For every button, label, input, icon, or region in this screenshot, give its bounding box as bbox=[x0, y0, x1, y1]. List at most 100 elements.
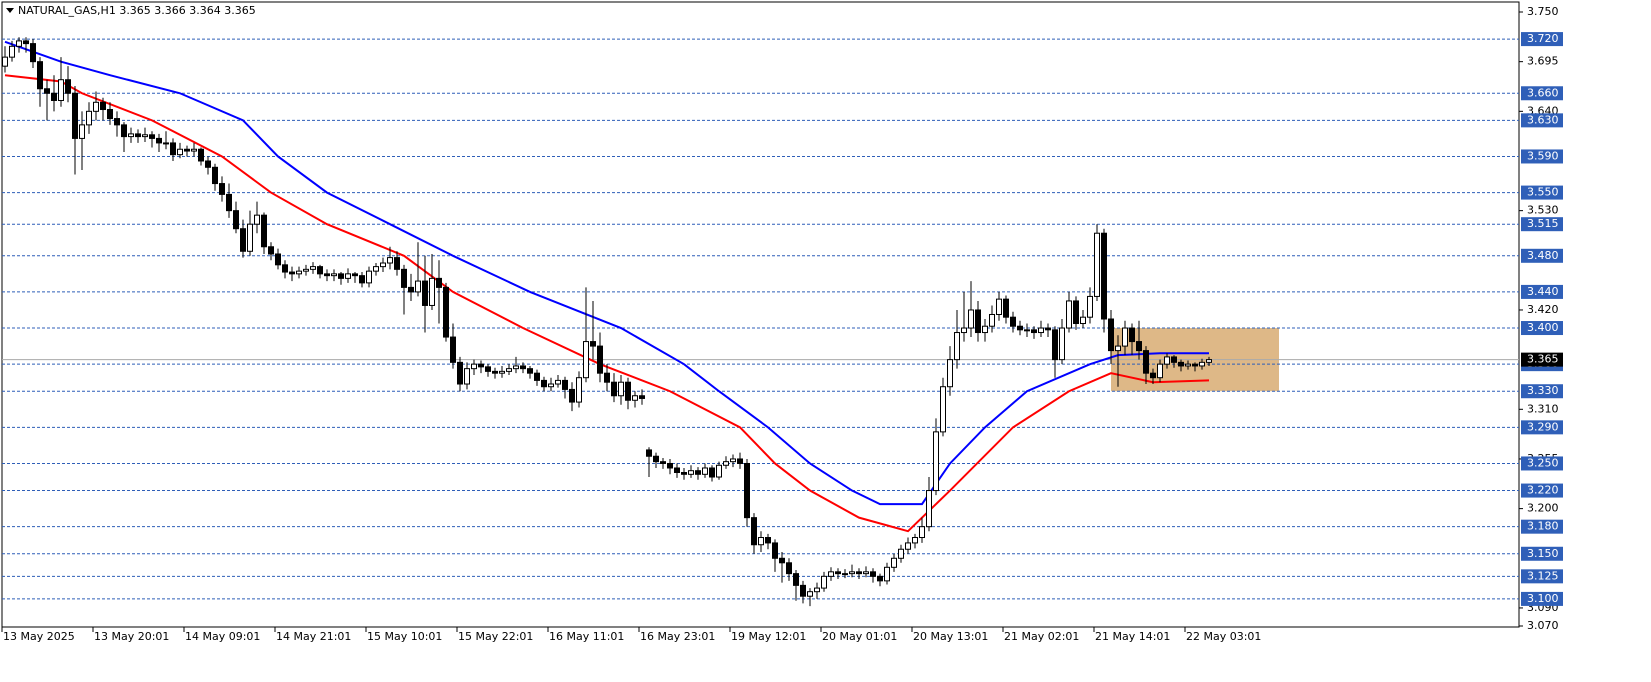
moving-average bbox=[4, 40, 1209, 506]
candle-body bbox=[723, 461, 729, 466]
candle-body bbox=[765, 537, 771, 544]
candle-body bbox=[513, 365, 519, 370]
candle-body bbox=[1192, 363, 1198, 367]
level-label-box bbox=[1521, 569, 1563, 584]
candle-body bbox=[520, 365, 526, 370]
x-tick-label: 21 May 02:01 bbox=[1004, 630, 1079, 643]
candle-body bbox=[828, 571, 834, 577]
candle-body bbox=[555, 379, 561, 385]
candle-body bbox=[9, 45, 15, 58]
candle-body bbox=[58, 79, 64, 101]
candle-body bbox=[1087, 295, 1093, 318]
level-label: 3.150 bbox=[1527, 547, 1559, 560]
candle-body bbox=[149, 134, 155, 139]
candle-body bbox=[1045, 327, 1051, 331]
candle-body bbox=[1185, 363, 1191, 367]
candle-body bbox=[205, 160, 211, 168]
level-label: 3.550 bbox=[1527, 186, 1559, 199]
candle-body bbox=[660, 461, 666, 464]
candle-body bbox=[681, 472, 687, 475]
candle-body bbox=[296, 270, 302, 275]
candle-body bbox=[184, 148, 190, 152]
candle-body bbox=[863, 571, 869, 575]
candle-body bbox=[163, 142, 169, 145]
candle-body bbox=[821, 575, 827, 589]
candle-body bbox=[387, 257, 393, 264]
candle-body bbox=[905, 542, 911, 550]
candle-body bbox=[891, 557, 897, 568]
candle-body bbox=[1066, 300, 1072, 329]
candle-body bbox=[324, 273, 330, 277]
candle-body bbox=[366, 270, 372, 284]
candle-body bbox=[1164, 356, 1170, 365]
candle-body bbox=[688, 470, 694, 475]
candle-body bbox=[485, 366, 491, 372]
candle-body bbox=[646, 449, 652, 457]
candle-body bbox=[450, 336, 456, 363]
menu-arrow bbox=[6, 8, 14, 13]
candle-body bbox=[198, 148, 204, 162]
candle-body bbox=[933, 431, 939, 492]
candle-body bbox=[79, 124, 85, 139]
level-label: 3.515 bbox=[1527, 217, 1559, 230]
candle-body bbox=[401, 268, 407, 288]
candle-body bbox=[982, 325, 988, 334]
candle-body bbox=[772, 542, 778, 559]
candle-body bbox=[1010, 316, 1016, 327]
candle-body bbox=[989, 313, 995, 327]
candle-body bbox=[436, 277, 442, 288]
y-tick-label: 3.530 bbox=[1527, 204, 1559, 217]
candle-body bbox=[1038, 327, 1044, 334]
candle-body bbox=[233, 210, 239, 230]
candle-body bbox=[226, 193, 232, 212]
candle-body bbox=[1171, 356, 1177, 363]
candle-body bbox=[16, 40, 22, 47]
candle-body bbox=[23, 40, 29, 45]
candle-body bbox=[1136, 341, 1142, 352]
candle-body bbox=[247, 223, 253, 252]
candle-body bbox=[758, 537, 764, 546]
candle-body bbox=[415, 280, 421, 293]
x-tick-label: 13 May 20:01 bbox=[94, 630, 169, 643]
level-label: 3.590 bbox=[1527, 149, 1559, 162]
y-tick-label: 3.310 bbox=[1527, 402, 1559, 415]
candle-body bbox=[254, 214, 260, 225]
candle-body bbox=[611, 381, 617, 397]
candle-body bbox=[877, 575, 883, 582]
candle-body bbox=[492, 370, 498, 374]
level-label-box bbox=[1521, 483, 1563, 498]
candle-body bbox=[261, 214, 267, 248]
candle-body bbox=[849, 571, 855, 575]
candle-body bbox=[506, 368, 512, 372]
candle-body bbox=[1094, 232, 1100, 297]
plot-frame bbox=[1, 1, 1520, 628]
candle-body bbox=[653, 455, 659, 463]
level-label: 3.400 bbox=[1527, 321, 1559, 334]
candle-body bbox=[191, 148, 197, 152]
chart-title: NATURAL_GAS,H1 3.365 3.366 3.364 3.365 bbox=[18, 4, 256, 17]
moving-average bbox=[4, 74, 1210, 533]
y-tick-label: 3.200 bbox=[1527, 502, 1559, 515]
candle-body bbox=[751, 517, 757, 546]
level-label-box bbox=[1521, 591, 1563, 606]
level-label: 3.180 bbox=[1527, 520, 1559, 533]
candle-body bbox=[632, 395, 638, 401]
candle-body bbox=[618, 381, 624, 397]
candle-body bbox=[72, 92, 78, 139]
candle-body bbox=[1031, 329, 1037, 334]
candle-body bbox=[429, 277, 435, 306]
candle-body bbox=[919, 526, 925, 539]
candle-body bbox=[576, 377, 582, 403]
candle-body bbox=[590, 341, 596, 347]
level-label-box bbox=[1521, 113, 1563, 128]
level-label-box bbox=[1521, 456, 1563, 471]
candle-body bbox=[177, 148, 183, 156]
candle-body bbox=[1052, 329, 1058, 361]
candle-body bbox=[639, 395, 645, 399]
candle-body bbox=[1108, 318, 1114, 352]
candle-body bbox=[1206, 359, 1212, 363]
candle-body bbox=[1143, 350, 1149, 374]
candle-body bbox=[954, 332, 960, 361]
candle-body bbox=[625, 381, 631, 401]
x-tick-label: 14 May 21:01 bbox=[276, 630, 351, 643]
